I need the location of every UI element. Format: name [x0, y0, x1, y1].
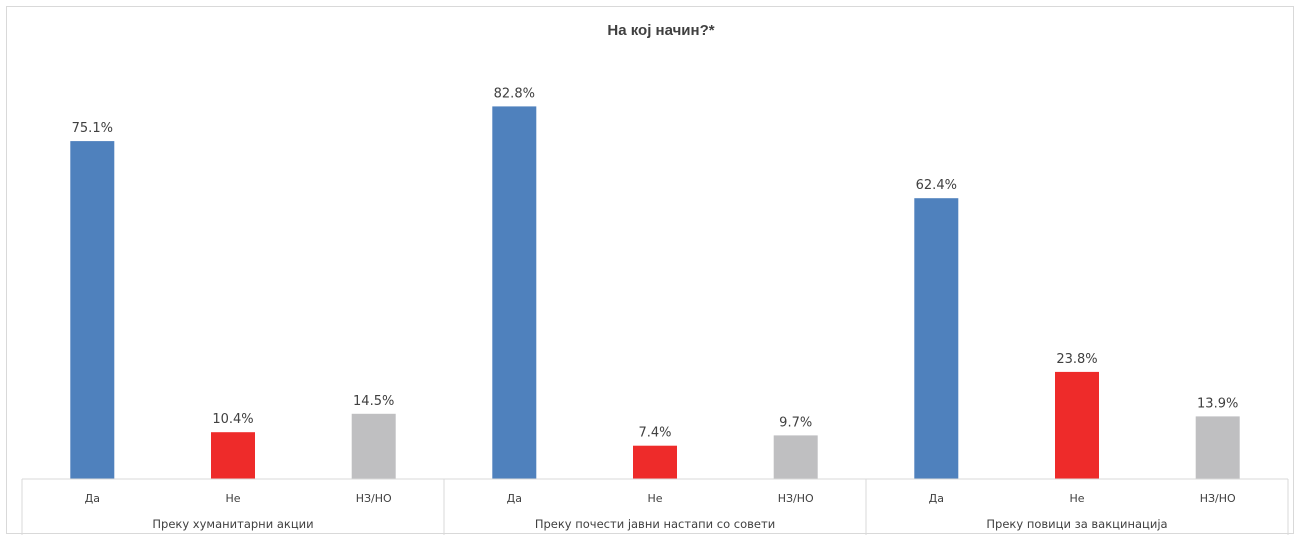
bar-1-1	[633, 445, 677, 479]
bar-1-2	[773, 435, 818, 479]
bar-0-1	[211, 432, 255, 479]
data-label: 75.1%	[72, 121, 113, 136]
bar-1-0	[492, 106, 537, 480]
bar-2-2	[1195, 416, 1240, 479]
category-label: Да	[85, 492, 100, 505]
category-label: НЗ/НО	[778, 492, 814, 505]
category-axis: Да Не НЗ/НО Преку хуманитарни акции Да Не НЗ/Н…	[21, 478, 1289, 535]
bars-layer: 75.1% 10.4% 14.5% 82.8% 7.4% 9.7% 62.4% 23.8% 13…	[70, 86, 1240, 480]
category-label: Не	[225, 492, 240, 505]
chart-frame: На кој начин?* 75.1% 10.4% 14.5% 82.8% 7.4% 9…	[6, 6, 1294, 535]
group-label: Преку хуманитарни акции	[152, 517, 313, 531]
category-label: Да	[929, 492, 944, 505]
bar-2-0	[914, 198, 959, 479]
group-label: Преку почести јавни настапи со совети	[535, 517, 775, 531]
data-label: 7.4%	[638, 426, 671, 441]
data-label: 82.8%	[494, 86, 535, 101]
chart-title: На кој начин?*	[607, 22, 714, 39]
group-label: Преку повици за вакцинација	[986, 517, 1167, 531]
bar-2-1	[1055, 371, 1099, 479]
data-label: 14.5%	[353, 394, 394, 409]
category-label: НЗ/НО	[356, 492, 392, 505]
data-label: 10.4%	[212, 412, 253, 427]
category-label: НЗ/НО	[1200, 492, 1236, 505]
data-label: 13.9%	[1197, 396, 1238, 411]
bar-0-0	[70, 141, 115, 479]
data-label: 9.7%	[779, 415, 812, 430]
category-label: Да	[507, 492, 522, 505]
data-label: 62.4%	[916, 178, 957, 193]
bar-0-2	[351, 413, 396, 480]
bar-chart: На кој начин?* 75.1% 10.4% 14.5% 82.8% 7.4% 9…	[21, 22, 1289, 535]
data-label: 23.8%	[1056, 352, 1097, 367]
category-label: Не	[1069, 492, 1084, 505]
category-label: Не	[647, 492, 662, 505]
